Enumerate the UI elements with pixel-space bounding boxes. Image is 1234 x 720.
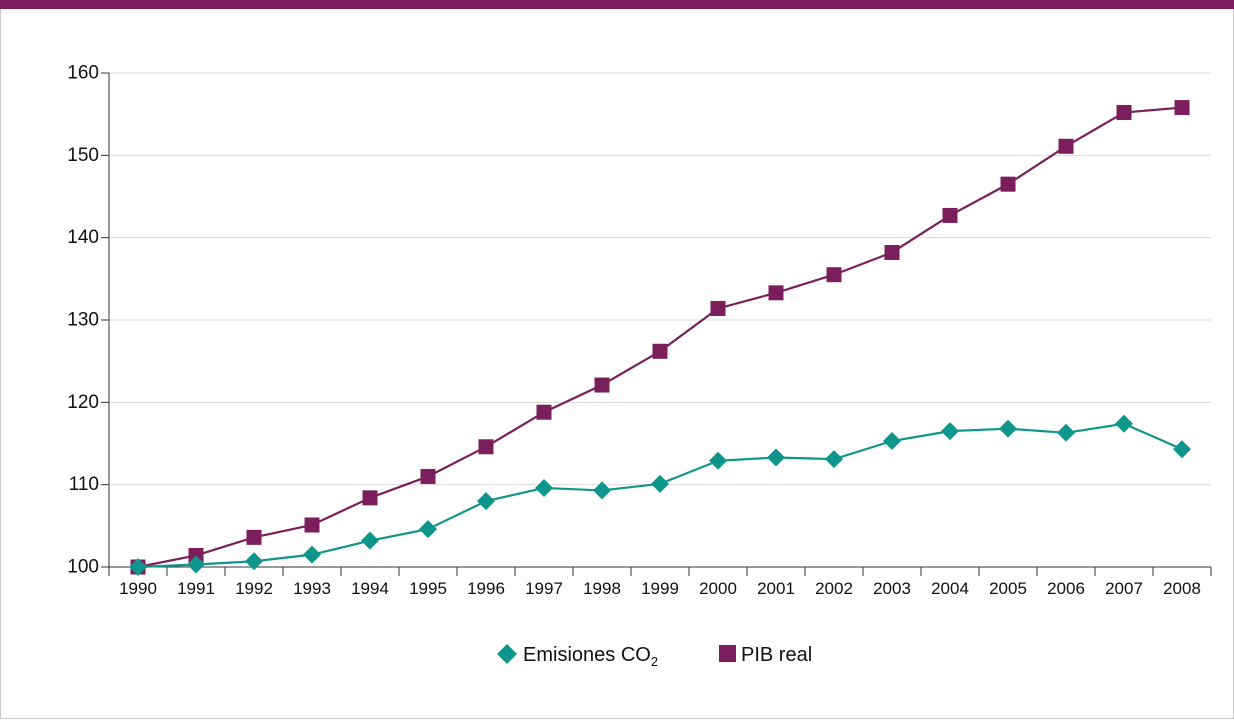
data-point-pib: [884, 244, 900, 260]
x-tick-label: 1998: [583, 579, 621, 598]
y-tick-label: 160: [67, 63, 99, 84]
data-point-pib: [710, 300, 726, 316]
data-point-co2: [709, 451, 727, 470]
data-point-co2: [999, 419, 1017, 438]
x-tick-label: 1990: [119, 579, 157, 598]
data-point-co2: [883, 432, 901, 451]
data-point-pib: [594, 377, 610, 393]
data-point-pib: [826, 267, 842, 283]
axes: 100 110 120 130 140 150 160 1990 1991 1992 1993 199…: [67, 63, 1212, 598]
x-tick-label: 1991: [177, 579, 215, 598]
x-tick-label: 1999: [641, 579, 679, 598]
data-point-co2: [245, 552, 263, 571]
x-tick-label: 2008: [1163, 579, 1201, 598]
data-point-pib: [652, 343, 668, 359]
data-point-pib: [1174, 100, 1190, 116]
legend-diamond-marker: [497, 644, 517, 664]
data-point-pib: [1116, 105, 1132, 121]
x-tick-label: 2006: [1047, 579, 1085, 598]
x-tick-label: 2004: [931, 579, 969, 598]
x-tick-label: 1994: [351, 579, 389, 598]
data-point-pib: [536, 404, 552, 420]
y-tick-label: 120: [67, 392, 99, 413]
data-point-co2: [477, 492, 495, 511]
y-tick-label: 100: [67, 557, 99, 578]
data-point-co2: [767, 448, 785, 467]
gridlines: [109, 72, 1211, 486]
legend-label-co2: Emisiones CO2: [523, 644, 658, 669]
data-point-co2: [187, 555, 205, 574]
data-point-co2: [303, 545, 321, 564]
data-point-co2: [129, 558, 147, 576]
data-point-pib: [188, 547, 204, 563]
x-tick-label: 2005: [989, 579, 1027, 598]
data-point-co2: [1173, 440, 1191, 459]
x-tick-label: 1997: [525, 579, 563, 598]
data-point-co2: [1057, 423, 1075, 442]
data-point-co2: [651, 474, 669, 493]
data-point-pib: [942, 207, 958, 223]
data-point-co2: [941, 422, 959, 441]
series-group: [129, 100, 1191, 576]
y-tick-label: 140: [67, 227, 99, 248]
data-point-pib: [420, 468, 436, 484]
x-tick-label: 2002: [815, 579, 853, 598]
data-point-co2: [419, 520, 437, 539]
data-point-pib: [478, 439, 494, 455]
data-point-pib: [246, 529, 262, 545]
y-tick-label: 130: [67, 310, 99, 331]
data-point-pib: [304, 517, 320, 533]
data-point-pib: [768, 285, 784, 301]
y-tick-label: 150: [67, 145, 99, 166]
y-tick-label: 110: [69, 474, 99, 495]
x-tick-label: 1995: [409, 579, 447, 598]
legend: Emisiones CO2 PIB real: [497, 644, 812, 669]
data-point-pib: [362, 490, 378, 506]
series-line-co2: [137, 422, 1183, 569]
data-point-co2: [1115, 414, 1133, 433]
x-tick-label: 2001: [757, 579, 795, 598]
x-tick-label: 1993: [293, 579, 331, 598]
data-point-pib: [1058, 138, 1074, 154]
header-accent-bar: [0, 0, 1234, 9]
x-tick-label: 1996: [467, 579, 505, 598]
x-tick-label: 2003: [873, 579, 911, 598]
legend-square-marker: [719, 645, 736, 662]
legend-label-pib: PIB real: [741, 644, 812, 666]
x-tick-label: 1992: [235, 579, 273, 598]
x-tick-label: 2007: [1105, 579, 1143, 598]
data-point-co2: [593, 481, 611, 500]
x-tick-label: 2000: [699, 579, 737, 598]
data-point-pib: [1000, 176, 1016, 192]
data-point-co2: [361, 531, 379, 550]
data-point-co2: [535, 478, 553, 497]
data-point-co2: [825, 450, 843, 469]
series-line-pib: [137, 106, 1183, 569]
